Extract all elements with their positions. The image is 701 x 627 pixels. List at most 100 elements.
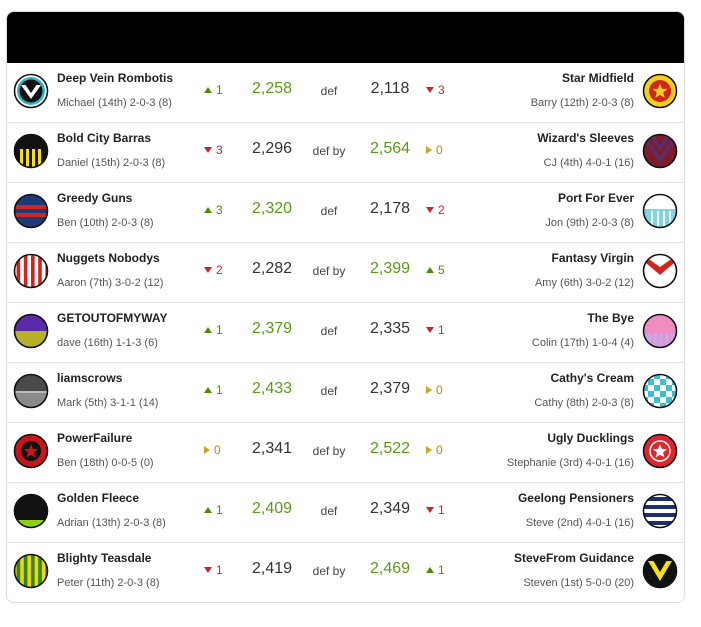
arrow-right-icon [204,446,210,454]
home-team-badge[interactable] [13,373,49,409]
home-team-badge[interactable] [13,433,49,469]
home-team-name[interactable]: Golden Fleece [57,491,140,505]
home-team-name[interactable]: liamscrows [57,371,123,385]
away-rank-change-value: 5 [438,263,445,277]
home-score: 2,433 [251,380,293,397]
away-owner-record: CJ (4th) 4-0-1 (16) [543,157,634,169]
home-team-badge[interactable] [13,313,49,349]
away-team-name[interactable]: Geelong Pensioners [517,491,634,505]
home-team-name[interactable]: Greedy Guns [57,191,133,205]
home-team-badge[interactable] [13,133,49,169]
away-team-name[interactable]: The Bye [587,311,634,325]
arrow-up-icon [426,567,434,573]
chevron-badge-icon [13,73,49,109]
away-rank-change-value: 1 [438,323,445,337]
home-team-name[interactable]: PowerFailure [57,431,133,445]
away-team-badge[interactable] [642,253,678,289]
home-rank-change-value: 1 [216,383,223,397]
home-owner-record: Michael (14th) 2-0-3 (8) [57,97,172,109]
away-owner-record: Barry (12th) 2-0-3 (8) [530,97,634,109]
away-rank-change: 2 [426,203,445,217]
away-rank-change: 5 [426,263,445,277]
home-rank-change: 1 [204,383,223,397]
matchup-row[interactable]: Nuggets Nobodys Aaron (7th) 3-0-2 (12) 2… [7,242,684,302]
home-team-name[interactable]: Blighty Teasdale [57,551,152,565]
home-rank-change-value: 1 [216,563,223,577]
home-team-name[interactable]: Nuggets Nobodys [57,251,160,265]
arrow-up-icon [204,507,212,513]
away-team-badge[interactable] [642,433,678,469]
home-team-badge[interactable] [13,193,49,229]
away-score: 2,118 [370,80,410,97]
away-team-badge[interactable] [642,133,678,169]
away-score: 2,379 [369,380,411,397]
arrow-down-icon [204,567,212,573]
away-rank-change-value: 1 [438,563,445,577]
away-team-name[interactable]: Star Midfield [561,71,634,85]
home-rank-change-value: 3 [216,143,223,157]
checker-badge-icon [642,373,678,409]
arrow-down-icon [426,87,434,93]
matchup-row[interactable]: GETOUTOFMYWAY dave (16th) 1-1-3 (6) 1 2,… [7,302,684,362]
away-team-name[interactable]: SteveFrom Guidance [513,551,634,565]
away-score: 2,349 [369,500,411,517]
match-result: def by [312,264,346,278]
home-score: 2,320 [251,200,293,217]
away-score: 2,522 [369,440,411,457]
home-team-name[interactable]: Deep Vein Rombotis [57,71,174,85]
green-gold-stripes-badge-icon [13,553,49,589]
arrow-down-icon [204,147,212,153]
away-team-badge[interactable] [642,73,678,109]
red-star-ring-badge-icon [642,433,678,469]
home-rank-change: 1 [204,503,223,517]
yellow-stripes-badge-icon [13,133,49,169]
home-team-badge[interactable] [13,73,49,109]
match-result: def by [312,444,346,458]
away-rank-change: 0 [426,443,443,457]
matchup-list: Deep Vein Rombotis Michael (14th) 2-0-3 … [7,63,684,602]
away-team-badge[interactable] [642,313,678,349]
away-team-badge[interactable] [642,193,678,229]
matchup-row[interactable]: PowerFailure Ben (18th) 0-0-5 (0) 0 2,34… [7,422,684,482]
matchup-row[interactable]: Bold City Barras Daniel (15th) 2-0-3 (8)… [7,122,684,182]
away-owner-record: Amy (6th) 3-0-2 (12) [534,277,634,289]
away-team-badge[interactable] [642,493,678,529]
home-rank-change-value: 2 [216,263,223,277]
home-rank-change-value: 0 [214,443,221,457]
red-stripes-badge-icon [13,253,49,289]
arrow-down-icon [426,507,434,513]
matchup-row[interactable]: Greedy Guns Ben (10th) 2-0-3 (8) 3 2,320… [7,182,684,242]
away-owner-record: Steve (2nd) 4-0-1 (16) [525,517,634,529]
arrow-up-icon [204,207,212,213]
match-result: def [320,84,338,98]
away-team-name[interactable]: Port For Ever [557,191,634,205]
away-team-badge[interactable] [642,373,678,409]
home-score: 2,296 [251,140,293,157]
home-team-badge[interactable] [13,553,49,589]
away-score: 2,564 [369,140,411,157]
matchups-header [7,12,684,63]
away-team-name[interactable]: Ugly Ducklings [547,431,634,445]
home-team-name[interactable]: Bold City Barras [57,131,152,145]
away-team-name[interactable]: Fantasy Virgin [551,251,634,265]
matchup-row[interactable]: liamscrows Mark (5th) 3-1-1 (14) 1 2,433… [7,362,684,422]
match-result: def [320,204,338,218]
away-score: 2,178 [369,200,411,217]
home-score: 2,419 [251,560,293,577]
home-score: 2,258 [251,80,293,97]
away-score: 2,399 [369,260,411,277]
matchup-row[interactable]: Blighty Teasdale Peter (11th) 2-0-3 (8) … [7,542,684,602]
matchup-row[interactable]: Deep Vein Rombotis Michael (14th) 2-0-3 … [7,63,684,122]
away-rank-change-value: 0 [436,383,443,397]
away-team-name[interactable]: Wizard's Sleeves [537,131,634,145]
away-team-badge[interactable] [642,553,678,589]
home-team-badge[interactable] [13,493,49,529]
away-rank-change: 3 [426,83,445,97]
home-team-name[interactable]: GETOUTOFMYWAY [57,311,168,325]
home-team-badge[interactable] [13,253,49,289]
away-owner-record: Stephanie (3rd) 4-0-1 (16) [506,457,634,469]
pink-stripes-badge-icon [642,313,678,349]
matchup-row[interactable]: Golden Fleece Adrian (13th) 2-0-3 (8) 1 … [7,482,684,542]
arrow-right-icon [426,446,432,454]
away-team-name[interactable]: Cathy's Cream [550,371,634,385]
